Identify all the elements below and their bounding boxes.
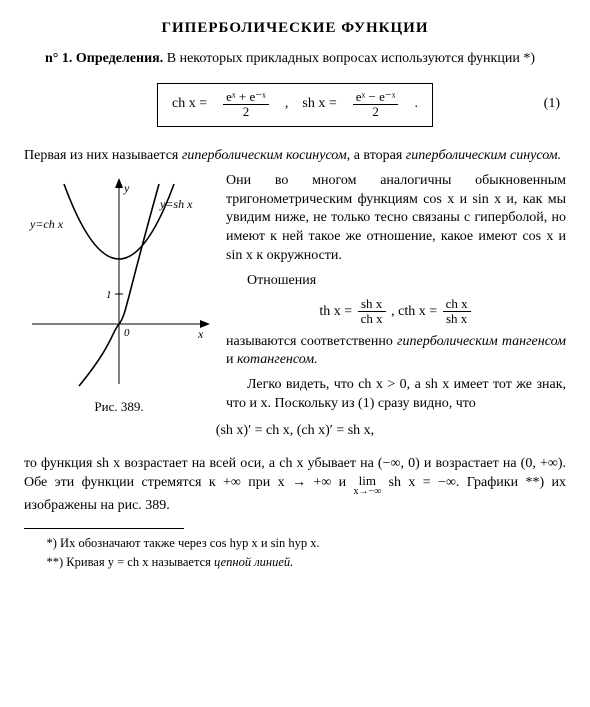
ch-num: eˣ + e⁻ˣ bbox=[223, 90, 269, 105]
th-den: ch x bbox=[358, 312, 386, 326]
th-lhs: th x = bbox=[319, 304, 352, 319]
ch-den: 2 bbox=[223, 105, 269, 119]
footnote-rule bbox=[24, 528, 184, 529]
p2e: Они во многом аналогичны обыкновенным тр… bbox=[226, 173, 566, 264]
sh-lhs: sh x = bbox=[302, 95, 336, 114]
ch-lhs: ch x = bbox=[172, 95, 207, 114]
p2a: Первая из них называется bbox=[24, 148, 182, 163]
figure-caption: Рис. 389. bbox=[24, 398, 214, 416]
section-lead: n° 1. Определения. bbox=[45, 51, 163, 66]
p2c: , а вторая bbox=[347, 148, 406, 163]
fn2b: цепной линией. bbox=[214, 555, 293, 569]
axis-y-label: y bbox=[123, 181, 130, 195]
paragraph-monotonic: то функция sh x возрастает на всей оси, … bbox=[24, 455, 566, 516]
axis-x-label: x bbox=[197, 327, 204, 341]
formula-box: ch x = eˣ + e⁻ˣ 2 , sh x = eˣ − e⁻ˣ 2 . bbox=[157, 83, 433, 127]
lim-top: lim bbox=[353, 474, 381, 487]
lim-bot: x→−∞ bbox=[353, 487, 381, 497]
formula-tail: . bbox=[414, 95, 418, 114]
equation-number: (1) bbox=[544, 95, 560, 114]
cth-frac: ch x sh x bbox=[443, 297, 471, 327]
derivative-formula: (sh x)′ = ch x, (ch x)′ = sh x, bbox=[24, 422, 566, 441]
formula-sep: , bbox=[285, 95, 289, 114]
p3d: котангенсом. bbox=[237, 352, 318, 367]
p2d: гиперболическим синусом. bbox=[406, 148, 561, 163]
p3c: и bbox=[226, 352, 237, 367]
cth-den: sh x bbox=[443, 312, 471, 326]
footnote-2: **) Кривая y = ch x называется цепной ли… bbox=[24, 554, 566, 571]
hyperbolic-plot: y x 0 1 y=ch x y=sh x bbox=[24, 174, 214, 394]
paragraph-definitions: n° 1. Определения. В некоторых прикладны… bbox=[24, 50, 566, 69]
label-ch: y=ch x bbox=[29, 217, 64, 231]
fn2a: **) Кривая y = ch x называется bbox=[47, 555, 215, 569]
p1-rest: В некоторых прикладных вопросах использу… bbox=[163, 51, 535, 66]
sh-frac: eˣ − e⁻ˣ 2 bbox=[353, 90, 399, 120]
paragraph-names: Первая из них называется гиперболическим… bbox=[24, 147, 566, 166]
ch-frac: eˣ + e⁻ˣ 2 bbox=[223, 90, 269, 120]
formula-1: ch x = eˣ + e⁻ˣ 2 , sh x = eˣ − e⁻ˣ 2 . … bbox=[24, 83, 566, 127]
p2b: гиперболическим косинусом bbox=[182, 148, 347, 163]
cth-num: ch x bbox=[443, 297, 471, 312]
figure-389: y x 0 1 y=ch x y=sh x Рис. 389. bbox=[24, 174, 214, 416]
p3a: называются соответственно bbox=[226, 334, 397, 349]
page-title: ГИПЕРБОЛИЧЕСКИЕ ФУНКЦИИ bbox=[24, 18, 566, 38]
footnote-1: *) Их обозначают также через cos hyp x и… bbox=[24, 535, 566, 552]
th-frac: sh x ch x bbox=[358, 297, 386, 327]
cth-lhs: cth x = bbox=[398, 304, 437, 319]
origin-label: 0 bbox=[124, 327, 130, 339]
th-num: sh x bbox=[358, 297, 386, 312]
label-sh: y=sh x bbox=[159, 197, 193, 211]
p3b: гиперболическим тангенсом bbox=[397, 334, 566, 349]
tick-1: 1 bbox=[106, 289, 112, 301]
sh-den: 2 bbox=[353, 105, 399, 119]
sh-num: eˣ − e⁻ˣ bbox=[353, 90, 399, 105]
limit: limx→−∞ bbox=[353, 474, 381, 497]
